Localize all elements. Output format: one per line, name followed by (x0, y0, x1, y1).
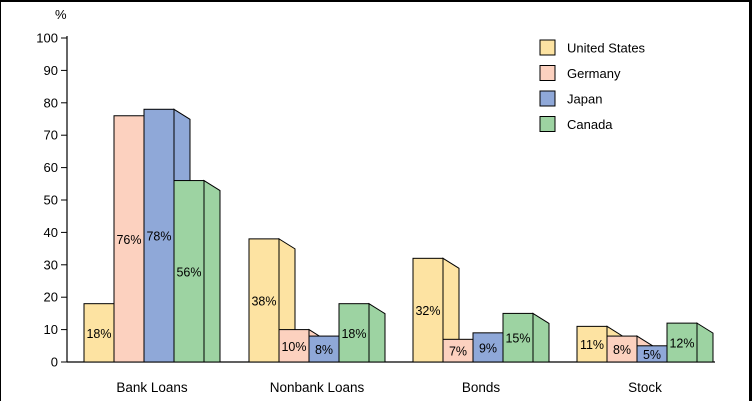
legend-swatch (539, 39, 556, 56)
bar-value-label: 15% (505, 332, 530, 346)
bar-side (696, 322, 714, 363)
bar-value-label: 9% (479, 341, 497, 355)
bar-value-label: 12% (669, 337, 694, 351)
y-tick-label: 100 (36, 31, 58, 46)
bar-front (606, 335, 638, 363)
bar-value-label: 18% (341, 327, 366, 341)
legend-swatch (539, 90, 556, 107)
bar-value-label: 10% (281, 340, 306, 354)
y-tick-label: 0 (51, 355, 58, 370)
legend-item: Canada (539, 116, 613, 132)
bar-front (502, 312, 534, 363)
bar-front (83, 303, 115, 363)
bar-front (278, 329, 310, 363)
bar-value-label: 8% (315, 343, 333, 357)
legend-label: Japan (567, 92, 602, 107)
legend-item: United States (539, 39, 646, 56)
y-tick-label: 70 (44, 128, 58, 143)
legend-label: Canada (567, 117, 613, 132)
bar-front (248, 238, 280, 363)
category-label: Nonbank Loans (270, 380, 365, 395)
bar-value-label: 38% (251, 294, 276, 308)
y-tick-label: 50 (44, 193, 58, 208)
bar-value-label: 76% (116, 233, 141, 247)
category-label: Stock (628, 380, 662, 395)
bar-value-label: 18% (86, 327, 111, 341)
y-tick-label: 30 (44, 257, 58, 272)
y-tick-label: 20 (44, 290, 58, 305)
bar-front (338, 303, 370, 363)
bar-front (666, 322, 698, 363)
frame-right-edge (749, 0, 752, 401)
y-tick-label: 10 (44, 322, 58, 337)
bar-front (412, 257, 444, 363)
bar-side (532, 312, 550, 363)
bar-value-label: 5% (643, 348, 661, 362)
bar-value-label: 11% (580, 338, 604, 352)
category-label: Bonds (462, 380, 501, 395)
category-labels: Bank Loans Nonbank Loans Bonds Stock (116, 380, 662, 395)
y-tick-label: 90 (44, 63, 58, 78)
bar-value-label: 78% (146, 230, 171, 244)
legend-swatch (539, 65, 556, 81)
bar-value-label: 7% (449, 345, 467, 359)
bar-value-label: 56% (176, 265, 201, 279)
bar: 56% (173, 179, 221, 363)
category-label: Bank Loans (116, 380, 188, 395)
bar: 18% (338, 302, 386, 363)
bars: 18% 38% 32% 11% 76% 10% 7% 8% 78% 8% 9% 5% 56% 18% 15%… (83, 108, 714, 363)
y-axis-label: % (55, 7, 67, 22)
bar-value-label: 32% (415, 304, 440, 318)
bar-side (368, 302, 386, 363)
bar: 12% (666, 322, 714, 363)
bar: 15% (502, 312, 550, 363)
y-tick-label: 80 (44, 95, 58, 110)
legend-swatch (539, 116, 556, 132)
y-tick-label: 40 (44, 225, 58, 240)
legend-item: Japan (539, 90, 602, 107)
legend-item: Germany (539, 65, 621, 81)
bar-side (203, 179, 221, 363)
bar-front (308, 335, 340, 363)
legend-label: Germany (567, 66, 621, 81)
legend: United States Germany Japan Canada (539, 39, 646, 132)
bar-front (173, 180, 205, 363)
bar-front (113, 115, 145, 363)
legend-label: United States (567, 41, 646, 56)
frame-top-edge (0, 0, 752, 2)
y-tick-label: 60 (44, 160, 58, 175)
bar-value-label: 8% (613, 343, 631, 357)
frame-left-edge (0, 0, 1, 401)
